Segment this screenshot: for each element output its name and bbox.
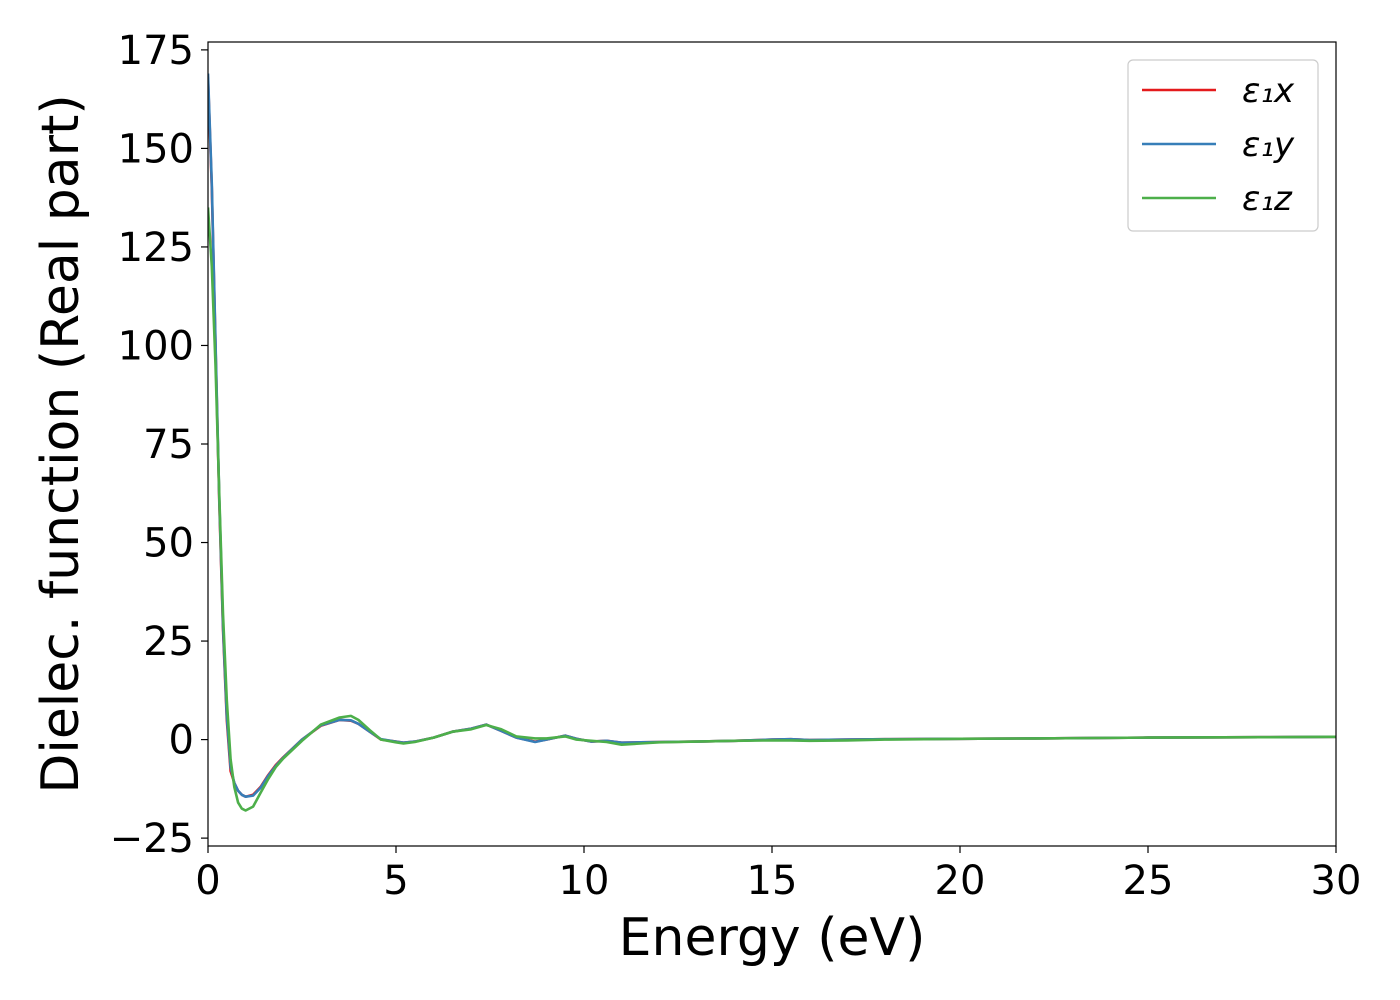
y-tick-label: −25 bbox=[110, 816, 194, 862]
x-axis-title: Energy (eV) bbox=[619, 908, 926, 968]
y-axis-title: Dielec. function (Real part) bbox=[31, 94, 91, 793]
legend: ε₁x ε₁y ε₁z bbox=[1127, 59, 1319, 232]
x-tick-label: 15 bbox=[747, 858, 798, 904]
legend-label-1: ε₁x bbox=[1242, 71, 1295, 111]
y-tick-label: 125 bbox=[118, 225, 194, 271]
x-tick-label: 10 bbox=[559, 858, 610, 904]
y-tick-label: 25 bbox=[143, 619, 194, 665]
y-tick-label: 100 bbox=[118, 323, 194, 369]
y-tick-label: 0 bbox=[169, 718, 194, 764]
legend-box bbox=[1127, 59, 1319, 232]
x-axis-ticks: 0 5 10 15 20 25 30 bbox=[195, 846, 1361, 904]
y-tick-label: 75 bbox=[143, 422, 194, 468]
legend-label-3: ε₁z bbox=[1242, 179, 1293, 219]
legend-label-2: ε₁y bbox=[1242, 125, 1295, 165]
y-tick-label: 50 bbox=[143, 521, 194, 567]
y-tick-label: 175 bbox=[118, 28, 194, 74]
y-tick-label: 150 bbox=[118, 126, 194, 172]
x-tick-label: 30 bbox=[1311, 858, 1362, 904]
x-tick-label: 25 bbox=[1123, 858, 1174, 904]
series-lines bbox=[208, 73, 1336, 812]
x-tick-label: 5 bbox=[383, 858, 408, 904]
series-line-3 bbox=[208, 207, 1336, 812]
x-tick-label: 0 bbox=[195, 858, 220, 904]
x-tick-label: 20 bbox=[935, 858, 986, 904]
y-axis-ticks: −25 0 25 50 75 100 125 150 175 bbox=[110, 28, 208, 862]
